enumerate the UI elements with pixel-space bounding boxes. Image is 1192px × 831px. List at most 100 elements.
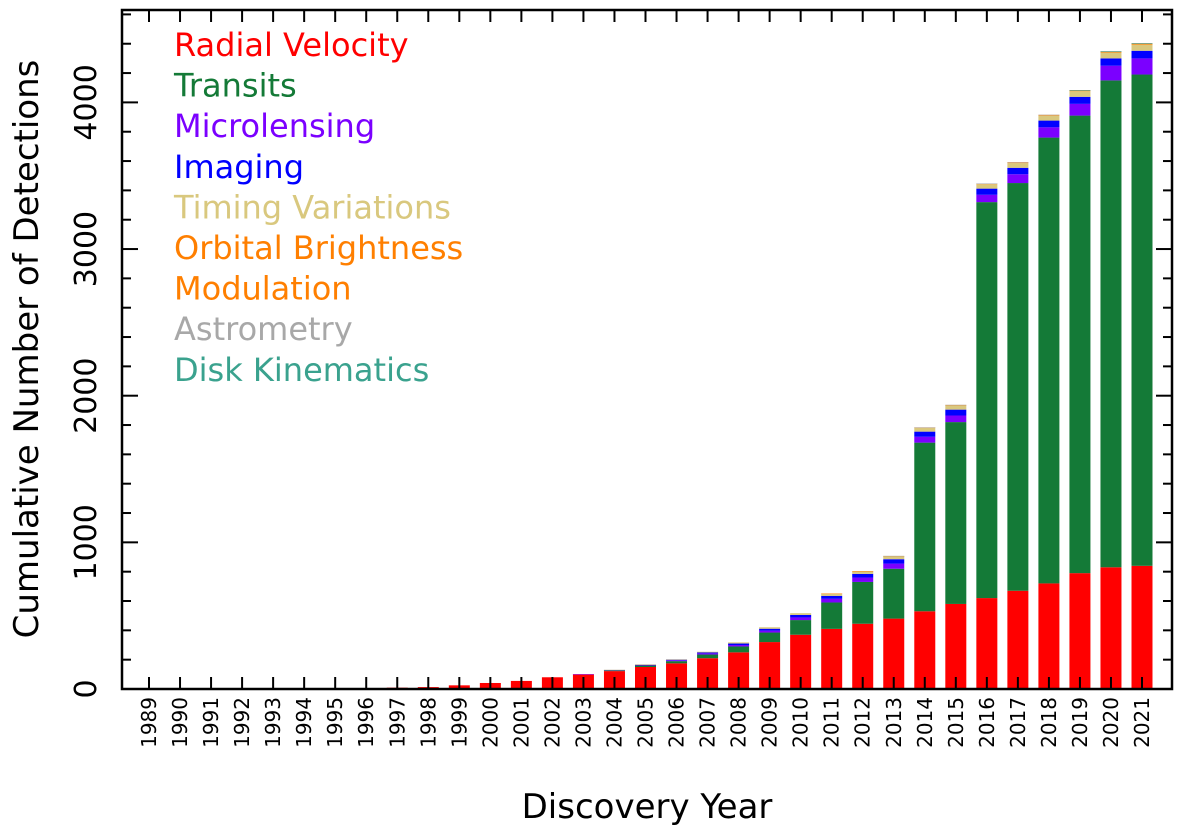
x-axis-title: Discovery Year xyxy=(522,787,773,827)
y-tick-label: 0 xyxy=(69,679,104,698)
bar-2009-microlensing xyxy=(759,630,781,633)
bar-2007-radial-velocity xyxy=(697,658,719,689)
x-tick-label: 2000 xyxy=(478,697,502,748)
bar-2018-microlensing xyxy=(1038,127,1060,138)
x-tick-label: 2003 xyxy=(571,697,595,748)
y-tick-label: 1000 xyxy=(69,504,104,580)
bar-2013-astrometry xyxy=(883,555,905,557)
x-tick-label: 2019 xyxy=(1068,697,1092,748)
bar-2015-timing-variations xyxy=(945,405,967,410)
bar-2021-microlensing xyxy=(1131,58,1153,75)
x-tick-label: 1994 xyxy=(292,697,316,748)
bar-2008-radial-velocity xyxy=(728,652,750,689)
bar-2016-microlensing xyxy=(976,194,998,203)
x-tick-label: 1995 xyxy=(323,697,347,748)
bar-2020-orbital-brightness-modulation xyxy=(1100,51,1122,53)
bars-group xyxy=(138,43,1153,690)
x-tick-label: 1997 xyxy=(385,697,409,748)
bar-2009-timing-variations xyxy=(759,627,781,629)
bar-2005-microlensing xyxy=(635,664,656,666)
bar-2010-radial-velocity xyxy=(790,634,812,689)
bar-2017-timing-variations xyxy=(1007,163,1029,168)
bar-2009-radial-velocity xyxy=(759,642,781,689)
y-tick-label: 2000 xyxy=(69,358,104,434)
bar-2011-transits xyxy=(821,602,843,629)
bar-2014-timing-variations xyxy=(914,427,936,432)
bar-2006-microlensing xyxy=(666,660,688,662)
x-tick-label: 2013 xyxy=(882,697,906,748)
legend: Radial VelocityTransitsMicrolensingImagi… xyxy=(173,26,463,389)
legend-entry: Timing Variations xyxy=(173,188,451,226)
bar-2021-orbital-brightness-modulation xyxy=(1131,43,1153,45)
x-axis-ticks: 1989 1990 1991 1992 1993 1994 1995 1996 1997 1998… xyxy=(137,10,1154,748)
x-tick-label: 1989 xyxy=(137,697,161,748)
bar-2011-timing-variations xyxy=(821,593,843,596)
bar-2006-radial-velocity xyxy=(666,663,688,689)
bar-2008-microlensing xyxy=(728,645,750,647)
x-tick-label: 2011 xyxy=(820,697,844,748)
x-tick-label: 1993 xyxy=(261,697,285,748)
x-tick-label: 2020 xyxy=(1099,697,1123,748)
bar-2011-imaging xyxy=(821,595,843,599)
bar-2005-transits xyxy=(635,665,656,668)
y-axis-title: Cumulative Number of Detections xyxy=(7,60,47,639)
bar-2017-orbital-brightness-modulation xyxy=(1007,162,1029,164)
x-tick-label: 2014 xyxy=(913,697,937,748)
bar-2009-imaging xyxy=(759,628,781,631)
legend-entry: Radial Velocity xyxy=(174,26,409,64)
x-tick-label: 2001 xyxy=(509,697,533,748)
bar-2019-orbital-brightness-modulation xyxy=(1069,90,1091,92)
x-tick-label: 2012 xyxy=(851,697,875,748)
bar-2011-microlensing xyxy=(821,598,843,603)
bar-2021-radial-velocity xyxy=(1131,565,1153,689)
bar-2013-radial-velocity xyxy=(883,618,905,689)
x-tick-label: 2021 xyxy=(1130,697,1154,748)
bar-2015-radial-velocity xyxy=(945,603,967,689)
bar-2019-imaging xyxy=(1069,96,1091,104)
bar-2012-microlensing xyxy=(852,577,874,582)
bar-2019-disk-kinematics xyxy=(1069,90,1091,91)
legend-entry: Astrometry xyxy=(174,310,353,348)
bar-2019-microlensing xyxy=(1069,103,1091,116)
x-tick-label: 2010 xyxy=(789,697,813,748)
x-tick-label: 2016 xyxy=(975,697,999,748)
x-tick-label: 2008 xyxy=(727,697,751,748)
legend-entry: Disk Kinematics xyxy=(174,351,429,389)
bar-2007-timing-variations xyxy=(697,651,719,653)
bar-2016-astrometry xyxy=(976,183,998,184)
bar-2005-timing-variations xyxy=(635,664,656,665)
bar-2021-transits xyxy=(1131,74,1153,566)
bar-2019-transits xyxy=(1069,115,1091,574)
bar-2007-imaging xyxy=(697,652,719,654)
x-tick-label: 2006 xyxy=(665,697,689,748)
bar-2016-transits xyxy=(976,202,998,599)
bar-2019-timing-variations xyxy=(1069,91,1091,97)
x-tick-label: 1991 xyxy=(199,697,223,748)
bar-2012-orbital-brightness-modulation xyxy=(852,571,874,572)
bar-2019-radial-velocity xyxy=(1069,573,1091,689)
bar-2013-timing-variations xyxy=(883,556,905,560)
x-tick-label: 1998 xyxy=(416,697,440,748)
bar-2012-timing-variations xyxy=(852,571,874,574)
x-tick-label: 2002 xyxy=(540,697,564,748)
x-tick-label: 2004 xyxy=(602,697,626,748)
bar-2010-microlensing xyxy=(790,617,812,621)
bar-2012-imaging xyxy=(852,573,874,578)
bar-2014-imaging xyxy=(914,431,936,437)
bar-2011-orbital-brightness-modulation xyxy=(821,593,843,595)
bar-2008-transits xyxy=(728,646,750,653)
bar-2006-timing-variations xyxy=(666,659,688,660)
bar-2012-transits xyxy=(852,581,874,624)
bar-2015-astrometry xyxy=(945,404,967,406)
bar-2020-timing-variations xyxy=(1100,52,1122,59)
bar-2011-radial-velocity xyxy=(821,628,843,689)
bar-2007-microlensing xyxy=(697,653,719,655)
bar-2020-transits xyxy=(1100,80,1122,568)
bar-2006-imaging xyxy=(666,659,688,661)
bar-2016-radial-velocity xyxy=(976,598,998,689)
bar-2006-transits xyxy=(666,661,688,664)
x-tick-label: 1992 xyxy=(230,697,254,748)
legend-entry: Orbital Brightness xyxy=(174,229,463,267)
bar-2005-imaging xyxy=(635,664,656,666)
